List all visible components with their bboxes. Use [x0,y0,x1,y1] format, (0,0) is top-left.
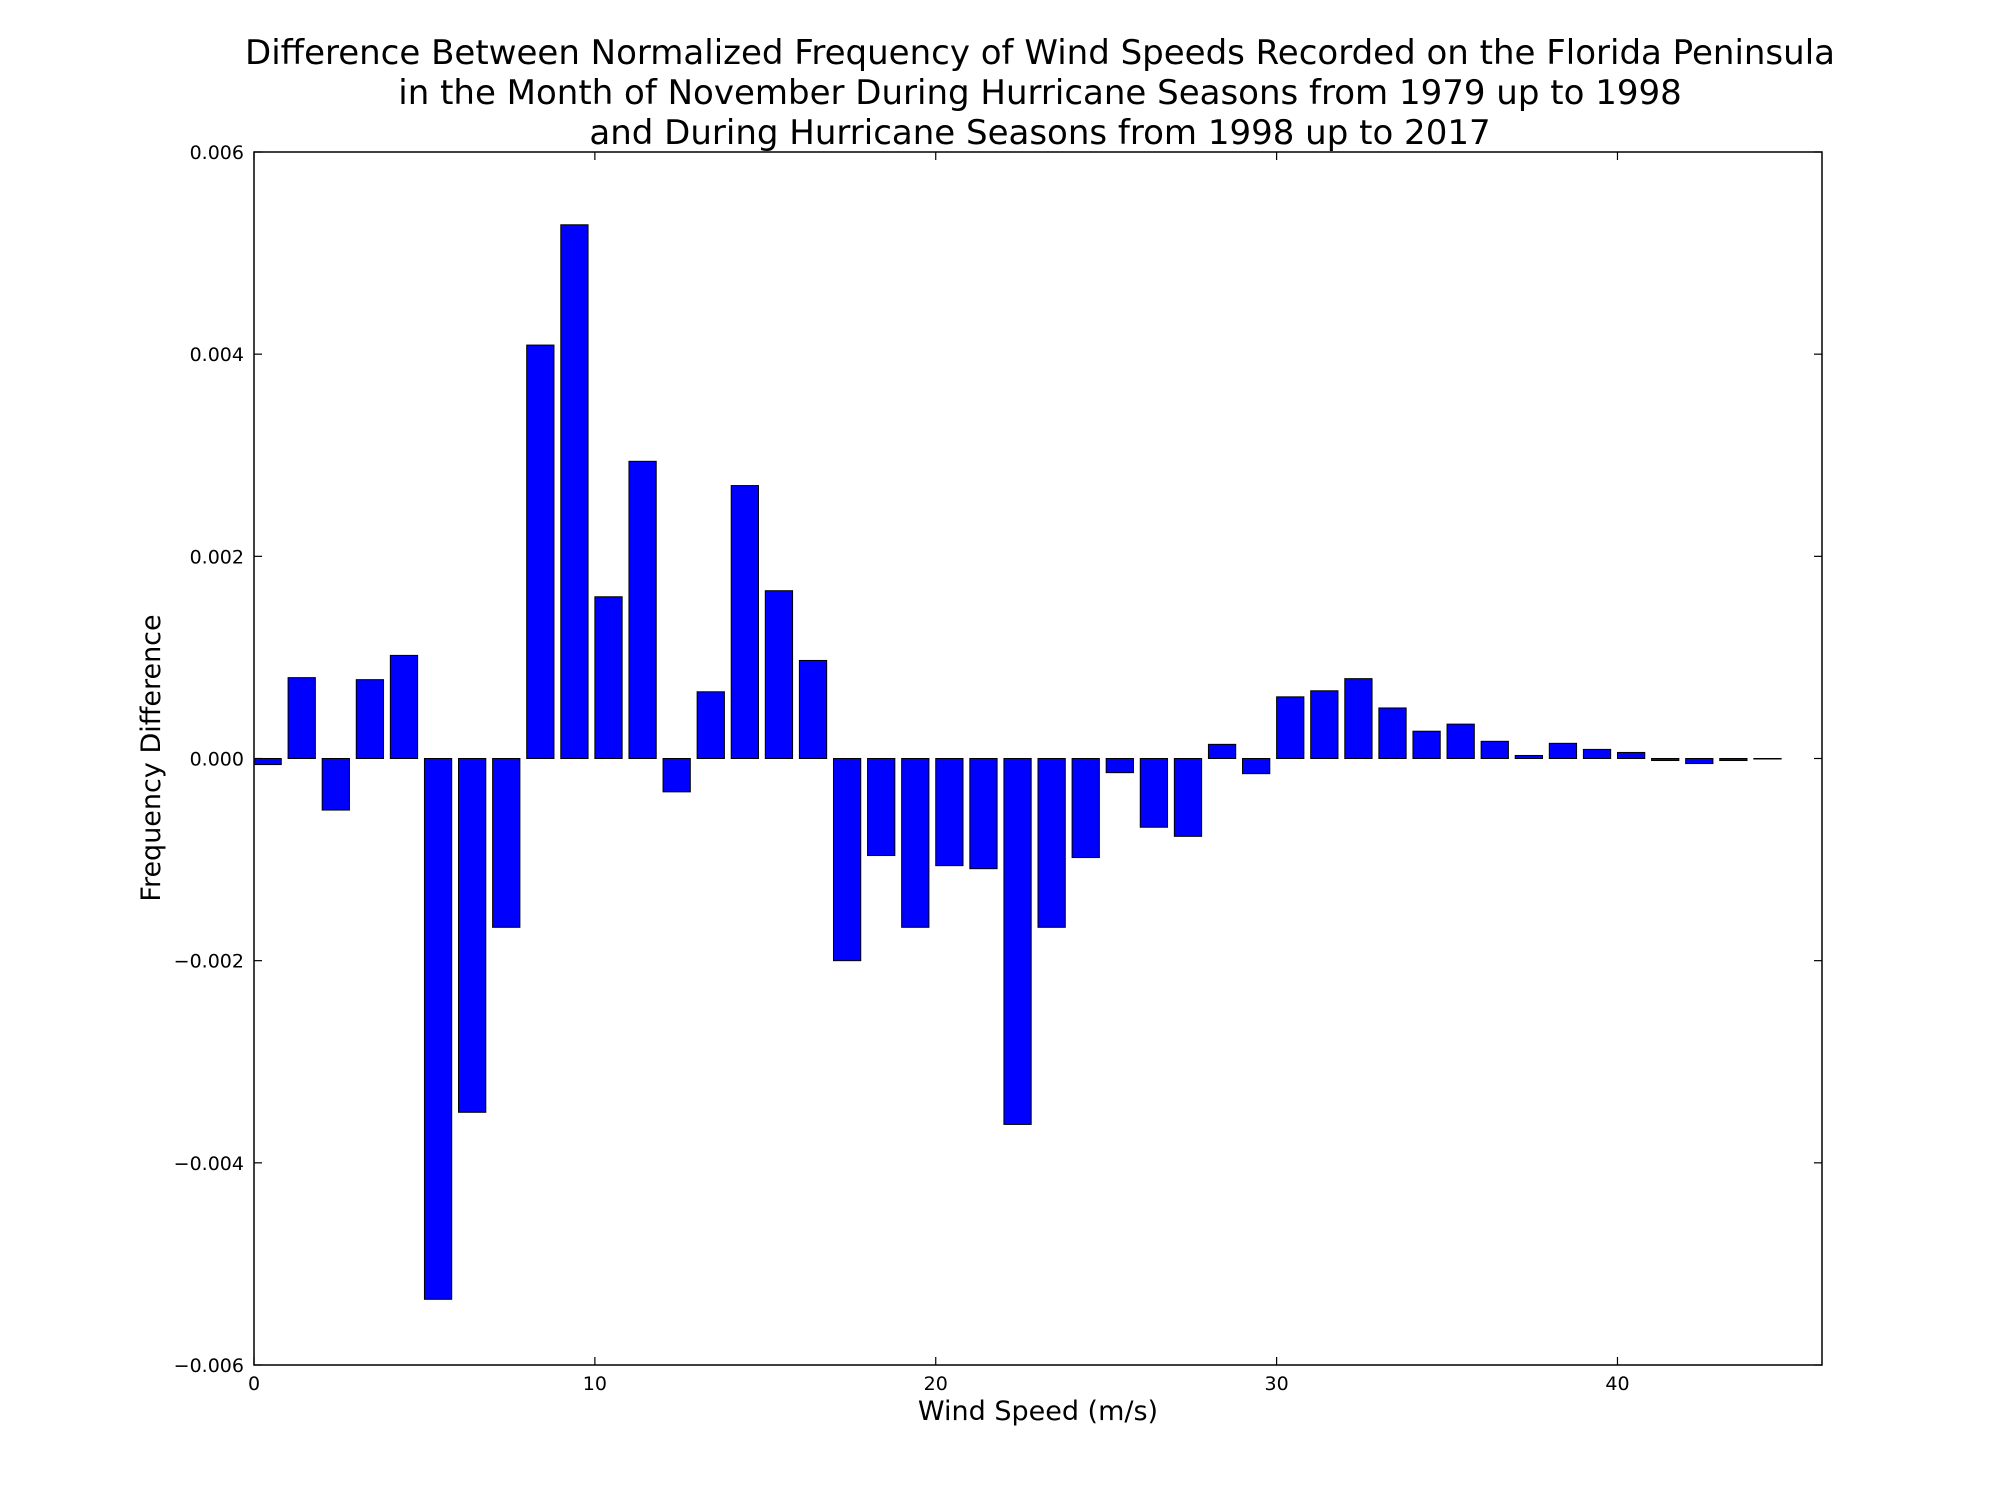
bar [1548,742,1578,760]
bar [560,224,589,759]
title-line-1: Difference Between Normalized Frequency … [245,33,1835,73]
y-tick-label: 0.000 [190,749,244,771]
bar [1685,758,1714,765]
bar [594,596,623,759]
y-tick-label: 0.002 [190,546,244,568]
bars-group [253,224,1782,1300]
bar [832,758,862,962]
bar [628,460,657,759]
y-tick-label: −0.006 [174,1355,244,1377]
bar [1582,748,1612,760]
bar [1242,758,1271,775]
bar [1344,678,1373,759]
y-tick-label: 0.006 [190,142,244,164]
bar [798,659,828,759]
bar [423,758,453,1300]
bar [458,758,487,1113]
bar [696,691,725,759]
x-tick-label: 0 [248,1373,260,1395]
bar [389,654,419,760]
bar [867,758,896,857]
y-tick-label: −0.004 [174,1153,244,1175]
bar [969,758,998,870]
bar [321,758,350,811]
y-tick-label: −0.002 [174,951,244,973]
y-tick-label: 0.004 [190,344,244,366]
title-line-2: in the Month of November During Hurrican… [398,73,1681,113]
bar [1412,730,1441,760]
bar [1105,758,1134,774]
bar [1480,740,1509,760]
bar [1753,758,1782,760]
bar [662,758,691,793]
x-tick-label: 30 [1265,1373,1289,1395]
bar [1378,707,1407,759]
bar [287,677,316,760]
bar [1616,751,1646,759]
bar [1310,690,1339,759]
bar [1276,696,1305,760]
bar [764,590,794,759]
bar [730,485,759,759]
bar [1514,754,1543,760]
x-tick-label: 40 [1605,1373,1629,1395]
bar [1173,758,1203,837]
bar [1719,758,1748,762]
x-axis-ticks: 0 10 20 30 40 [248,152,1630,1395]
bar [355,679,385,760]
bar [1207,743,1237,759]
title-line-3: and During Hurricane Seasons from 1998 u… [589,113,1490,153]
bar [526,344,555,759]
y-axis-label: Frequency Difference [136,614,167,901]
bar [901,758,930,928]
bar [1139,758,1169,828]
bar [253,758,282,766]
bar [1037,758,1066,928]
bar [1651,758,1680,762]
bar [1003,758,1032,1125]
chart-title: Difference Between Normalized Frequency … [245,33,1835,153]
x-tick-label: 20 [924,1373,948,1395]
x-axis-label: Wind Speed (m/s) [918,1396,1158,1427]
y-axis-ticks: −0.006 −0.004 −0.002 0.000 0.002 0.004 0.006 [174,142,1822,1377]
bar [1446,723,1475,759]
x-tick-label: 10 [583,1373,607,1395]
bar [1071,758,1100,859]
bar [935,758,964,867]
bar [492,758,521,928]
